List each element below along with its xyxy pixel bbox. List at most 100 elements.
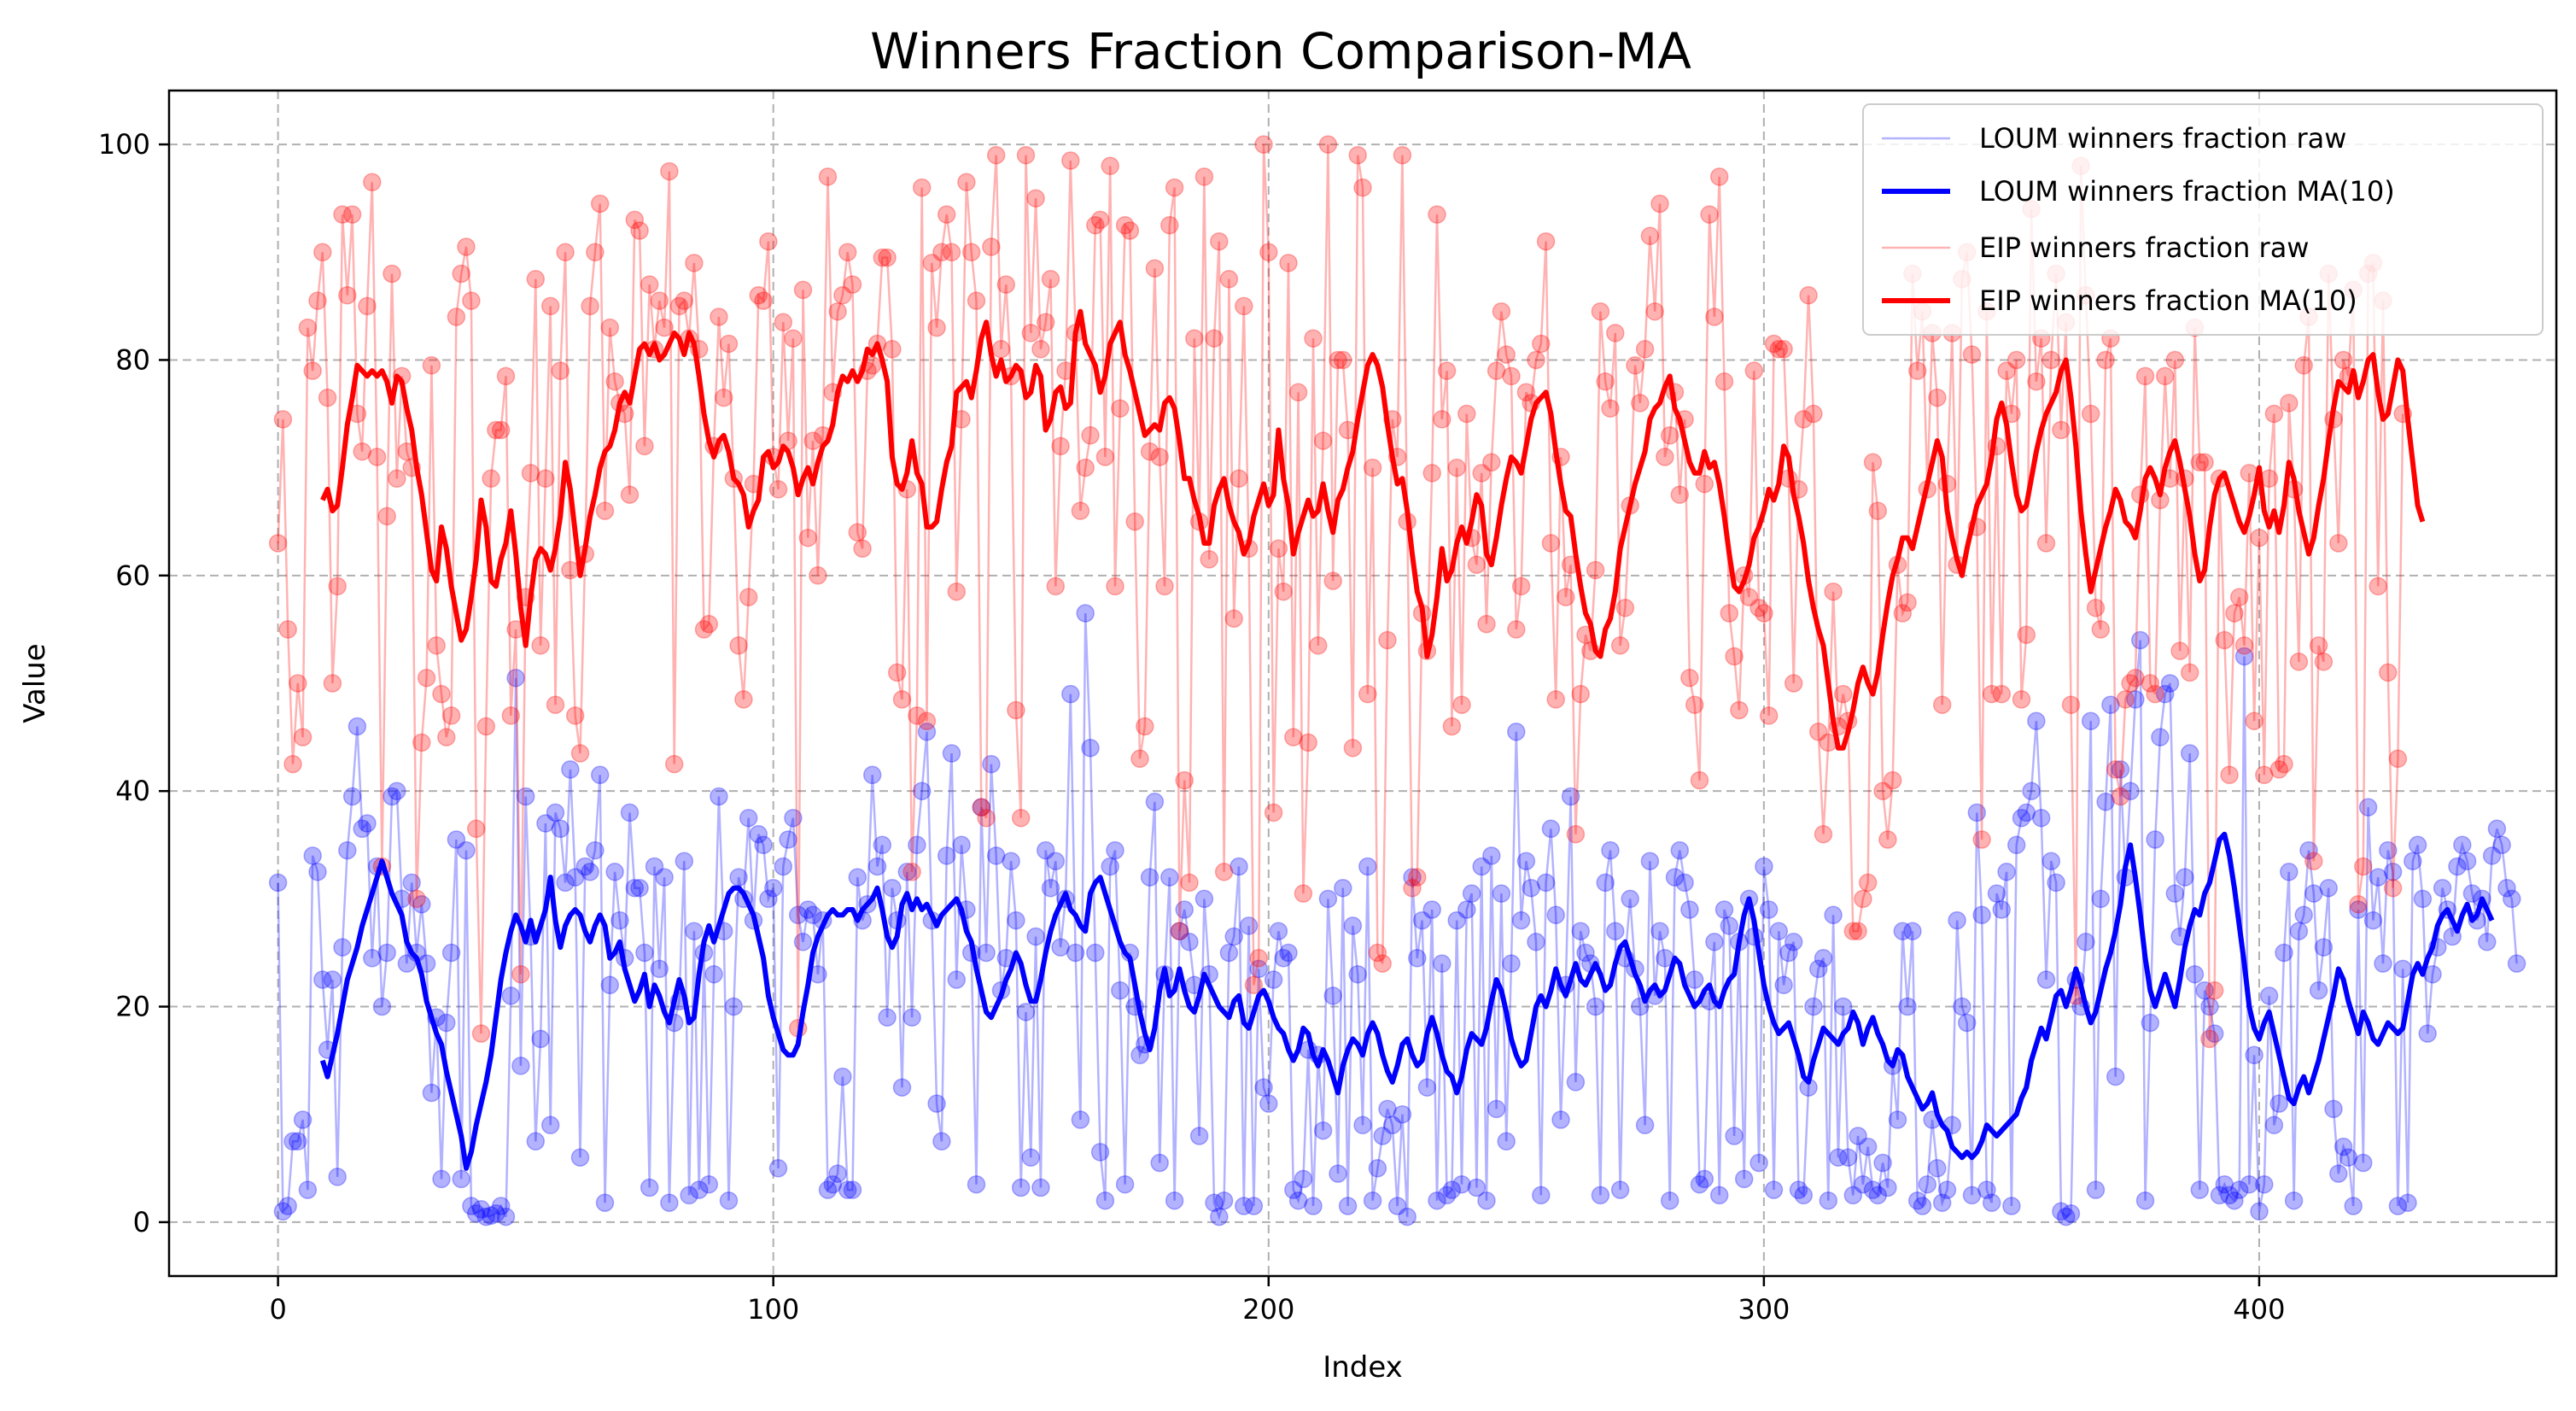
data-point	[986, 145, 1006, 165]
data-point	[1462, 884, 1481, 903]
data-point	[2200, 1029, 2219, 1049]
data-point	[2334, 350, 2353, 370]
data-point	[1640, 852, 1660, 870]
data-point	[283, 1132, 302, 1151]
data-point	[1873, 782, 1892, 800]
data-point	[1165, 1191, 1184, 1210]
data-point	[1383, 1115, 1402, 1135]
data-point	[1363, 458, 1382, 477]
data-point	[1591, 302, 1610, 321]
legend-label-eip-ma: EIP winners fraction MA(10)	[1979, 284, 2357, 317]
data-point	[1477, 1191, 1496, 1210]
data-point	[1982, 1193, 2001, 1212]
data-point	[1081, 738, 1100, 758]
data-point	[1670, 840, 1690, 860]
data-point	[447, 307, 466, 326]
data-point	[1527, 350, 1545, 370]
data-point	[1329, 350, 1347, 370]
data-point	[1502, 954, 1521, 973]
data-point	[1284, 1180, 1303, 1199]
data-point	[1482, 453, 1501, 472]
data-point	[1428, 205, 1446, 224]
data-point	[605, 863, 624, 881]
data-point	[1814, 949, 1833, 968]
data-point	[358, 814, 377, 833]
data-point	[1323, 571, 1342, 590]
data-point	[1393, 145, 1412, 165]
data-point	[1824, 582, 1843, 601]
data-point	[2101, 695, 2120, 714]
data-point	[1670, 485, 1690, 504]
data-point	[1586, 997, 1605, 1016]
data-point	[2289, 922, 2309, 940]
legend: LOUM winners fraction raw LOUM winners f…	[1862, 103, 2544, 336]
data-point	[1987, 884, 2006, 903]
data-point	[1066, 943, 1085, 963]
data-point	[2096, 793, 2115, 811]
data-point	[1808, 723, 1828, 741]
data-point	[1675, 873, 1694, 893]
data-point	[1928, 388, 1947, 407]
data-point	[1759, 706, 1779, 725]
data-point	[862, 765, 882, 785]
data-point	[2121, 782, 2140, 800]
data-point	[883, 340, 902, 359]
data-point	[1016, 1003, 1036, 1022]
data-point	[1061, 684, 1080, 704]
data-point	[1155, 577, 1174, 596]
data-point	[1442, 717, 1462, 736]
data-point	[388, 469, 406, 489]
data-point	[1903, 922, 1922, 940]
data-point	[1992, 900, 2012, 919]
data-point	[2200, 997, 2219, 1016]
data-point	[1274, 582, 1293, 601]
data-point	[1635, 1115, 1655, 1135]
data-point	[565, 868, 585, 887]
data-point	[353, 819, 371, 839]
data-point	[1700, 205, 1719, 224]
data-point	[739, 808, 758, 828]
data-point	[883, 878, 902, 898]
data-point	[724, 997, 744, 1016]
y-tick-label: 40	[115, 775, 150, 807]
data-point	[967, 1174, 986, 1194]
data-point	[991, 340, 1011, 359]
data-point	[1002, 852, 1020, 870]
data-point	[1150, 448, 1169, 466]
data-point	[1313, 431, 1333, 450]
data-point	[908, 706, 926, 725]
data-point	[437, 728, 456, 746]
data-point	[912, 782, 932, 800]
data-point	[551, 361, 570, 380]
data-point	[1235, 296, 1253, 316]
data-point	[2176, 868, 2194, 887]
data-point	[441, 706, 461, 725]
data-point	[521, 464, 540, 483]
data-point	[788, 905, 808, 925]
data-point	[1487, 1099, 1506, 1119]
data-point	[908, 835, 926, 855]
data-point	[466, 1204, 486, 1223]
data-point	[2091, 889, 2111, 909]
data-point	[1650, 194, 1669, 214]
data-point	[318, 388, 337, 407]
data-point	[1051, 436, 1070, 456]
data-point	[526, 1132, 546, 1151]
data-point	[2234, 647, 2254, 666]
data-point	[1185, 329, 1204, 348]
data-point	[927, 318, 946, 337]
data-point	[2165, 350, 2185, 370]
data-point	[655, 318, 674, 337]
data-point	[383, 264, 401, 284]
data-point	[1140, 442, 1159, 461]
data-point	[1304, 1197, 1323, 1215]
data-point	[546, 803, 565, 823]
data-point	[1601, 840, 1620, 860]
data-point	[2225, 1191, 2244, 1210]
data-point	[784, 329, 803, 348]
data-point	[1615, 598, 1635, 618]
data-point	[1422, 464, 1441, 483]
data-point	[1150, 1153, 1169, 1173]
data-point	[1749, 598, 1768, 618]
